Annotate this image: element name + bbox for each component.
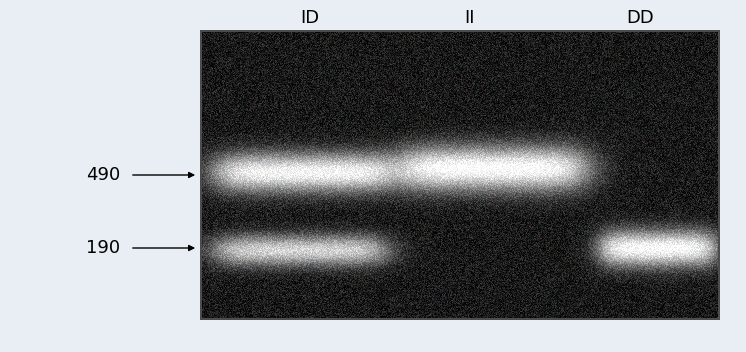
Text: DD: DD <box>626 9 654 27</box>
Text: 190: 190 <box>86 239 120 257</box>
Text: ID: ID <box>301 9 319 27</box>
Text: II: II <box>465 9 475 27</box>
Text: 490: 490 <box>86 166 120 184</box>
